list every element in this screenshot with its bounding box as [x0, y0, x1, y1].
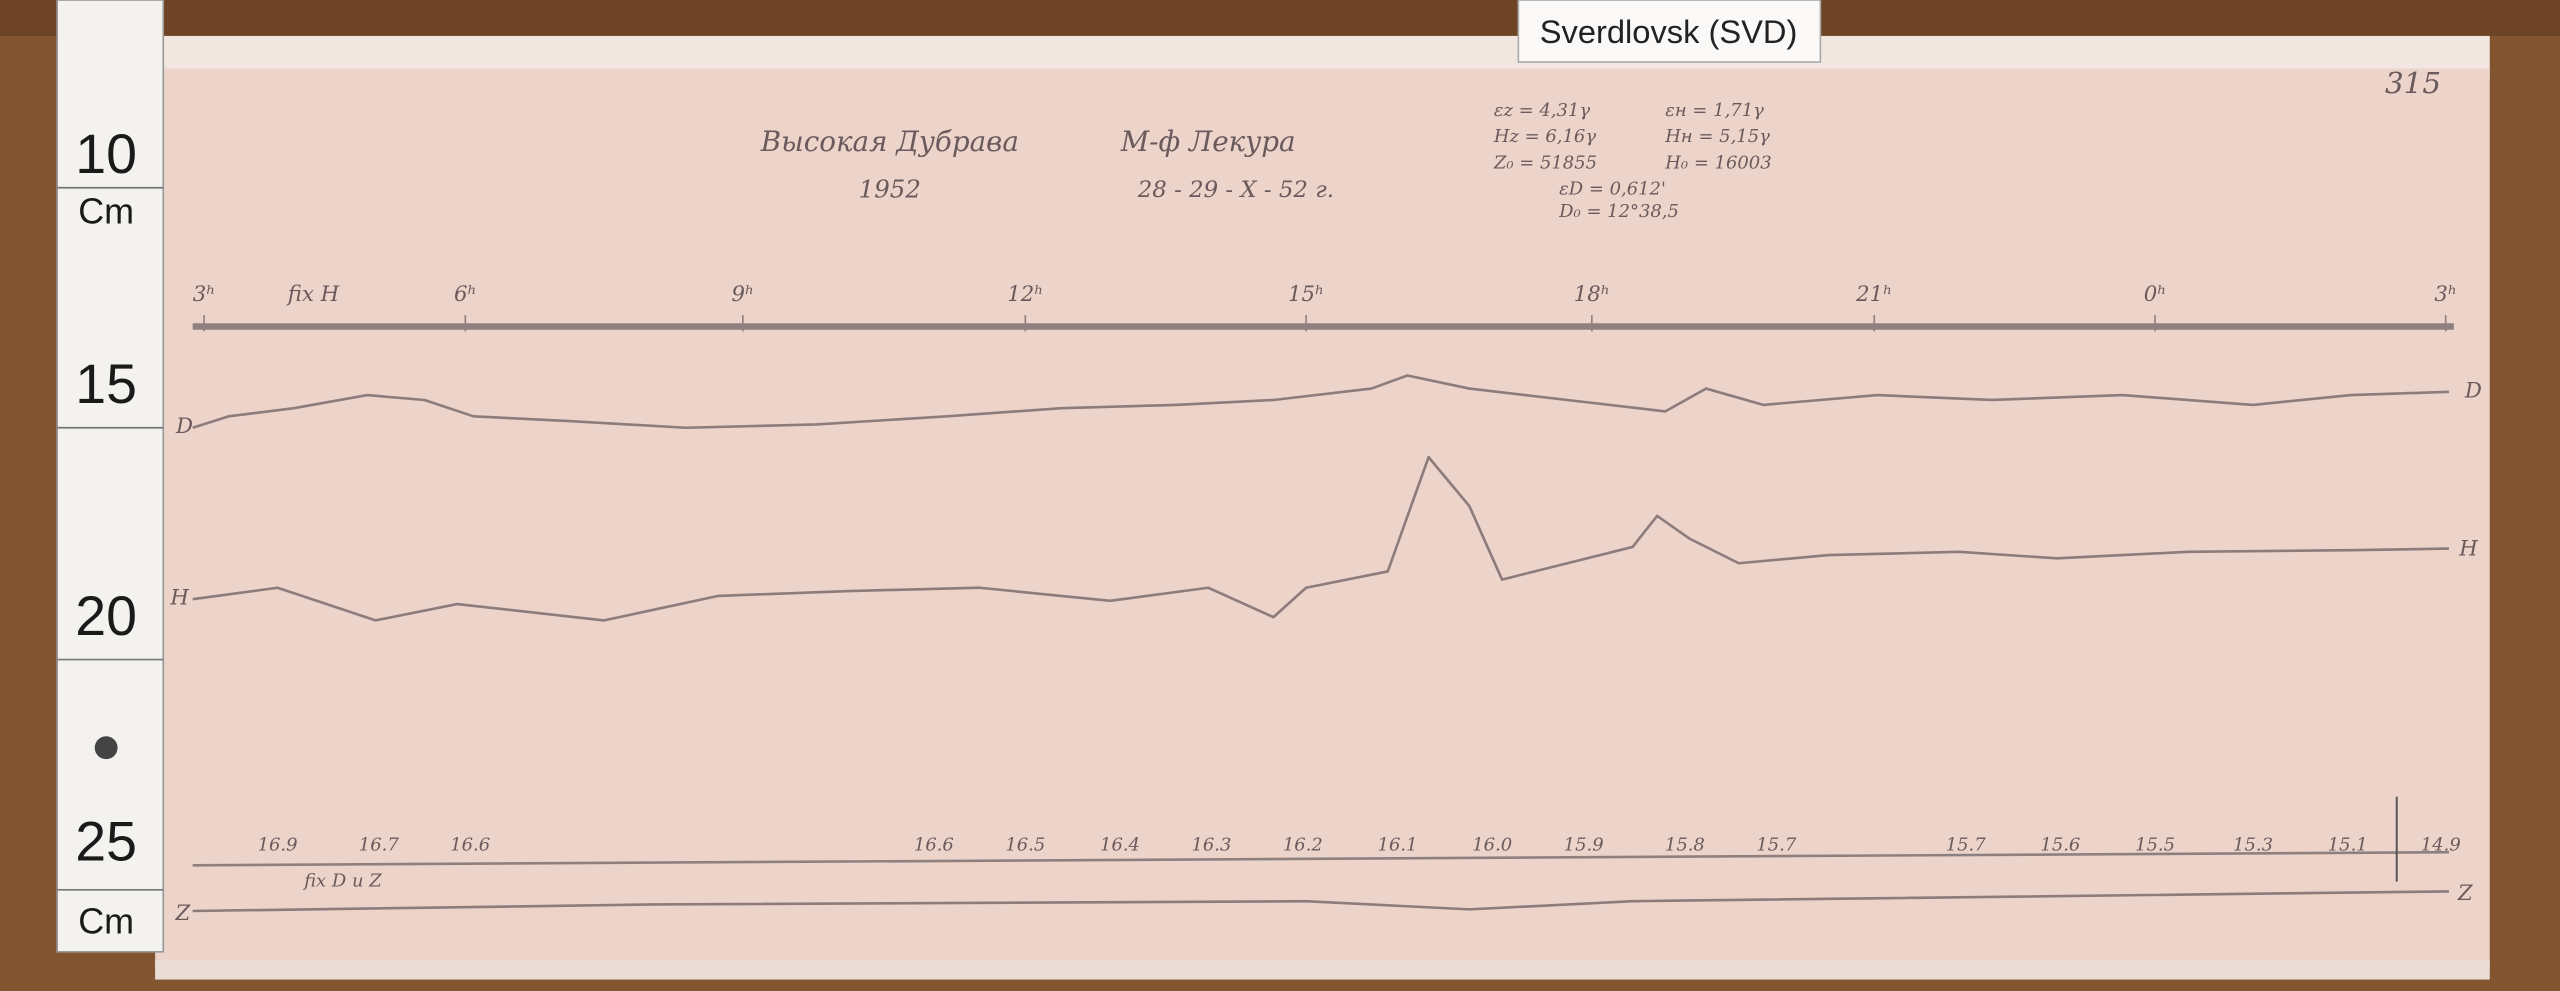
- temperature-mark: 15.7: [1756, 835, 1797, 856]
- constant: H₀ = 16003: [1664, 152, 1771, 173]
- trace-label: Z: [2457, 881, 2474, 906]
- z-trace: [192, 890, 2449, 913]
- temperature-mark: 16.9: [258, 835, 298, 856]
- constant: εD = 0,612': [1559, 178, 1666, 199]
- time-mark: 6ʰ: [454, 282, 477, 307]
- date: 28 - 29 - X - 52 г.: [1137, 177, 1334, 203]
- time-mark: 9ʰ: [732, 282, 755, 307]
- wood-top: [0, 0, 2560, 36]
- trace-label: D: [175, 414, 193, 439]
- station-label: [1517, 0, 1822, 63]
- time-mark: fix H: [286, 282, 340, 307]
- trace-label: Z: [175, 901, 192, 926]
- constant: Z₀ = 51855: [1493, 152, 1597, 173]
- instrument: М-ф Лекура: [1120, 125, 1296, 158]
- year: 1952: [859, 175, 921, 204]
- paper: [155, 68, 2490, 970]
- trace-label: H: [2458, 537, 2478, 562]
- ruler-mark: 15: [75, 353, 137, 415]
- temperature-mark: 15.3: [2233, 835, 2273, 856]
- time-mark: 3ʰ: [193, 282, 216, 307]
- temperature-mark: 16.5: [1005, 835, 1045, 856]
- time-mark: 18ʰ: [1574, 282, 1610, 307]
- temperature-mark: 16.1: [1378, 835, 1418, 856]
- temperature-mark: 16.4: [1100, 835, 1140, 856]
- time-mark: 12ʰ: [1007, 282, 1043, 307]
- time-mark: 15ʰ: [1288, 282, 1324, 307]
- temperature-mark: 16.7: [359, 835, 400, 856]
- ruler-mark: 25: [75, 810, 137, 872]
- temperature-mark: 16.0: [1472, 835, 1512, 856]
- fix-note: fix D и Z: [302, 871, 382, 892]
- temperature-mark: 15.9: [1564, 835, 1604, 856]
- baseline-temp: [192, 850, 2449, 867]
- ruler-mark: Cm: [78, 190, 134, 231]
- temperature-mark: 14.9: [2421, 835, 2461, 856]
- constant: εz = 4,31γ: [1494, 100, 1590, 121]
- temperature-mark: 15.6: [2040, 835, 2080, 856]
- station-label-text: Sverdlovsk (SVD): [1540, 13, 1798, 50]
- time-mark: 0ʰ: [2144, 282, 2167, 307]
- station-name: Высокая Дубрава: [760, 125, 1019, 158]
- constant: εн = 1,71γ: [1665, 100, 1764, 121]
- trace-label: H: [169, 586, 189, 611]
- time-mark: 21ʰ: [1855, 282, 1892, 307]
- temperature-mark: 15.7: [1946, 835, 1987, 856]
- temperature-mark: 16.6: [914, 835, 954, 856]
- ruler-mark: 10: [75, 123, 137, 185]
- trace-label: D: [2464, 378, 2482, 403]
- temperature-mark: 15.8: [1665, 835, 1705, 856]
- ruler-mark: 20: [75, 585, 137, 647]
- constant: Hн = 5,15γ: [1664, 126, 1770, 147]
- temperature-mark: 16.6: [450, 835, 490, 856]
- time-mark: 3ʰ: [2434, 282, 2457, 307]
- bottom-strip: [155, 959, 2490, 980]
- temperature-mark: 15.1: [2328, 835, 2368, 856]
- constant: D₀ = 12°38,5: [1558, 201, 1679, 222]
- sheet-number: 315: [2385, 66, 2441, 100]
- ruler-hole: [94, 736, 118, 760]
- ruler: [56, 0, 165, 953]
- temperature-mark: 15.5: [2135, 835, 2175, 856]
- ruler-mark: Cm: [78, 901, 134, 942]
- h-trace: [192, 455, 2449, 622]
- constant: Hz = 6,16γ: [1493, 126, 1596, 147]
- temperature-mark: 16.3: [1191, 835, 1231, 856]
- d-trace: [192, 374, 2449, 430]
- temperature-mark: 16.2: [1283, 835, 1323, 856]
